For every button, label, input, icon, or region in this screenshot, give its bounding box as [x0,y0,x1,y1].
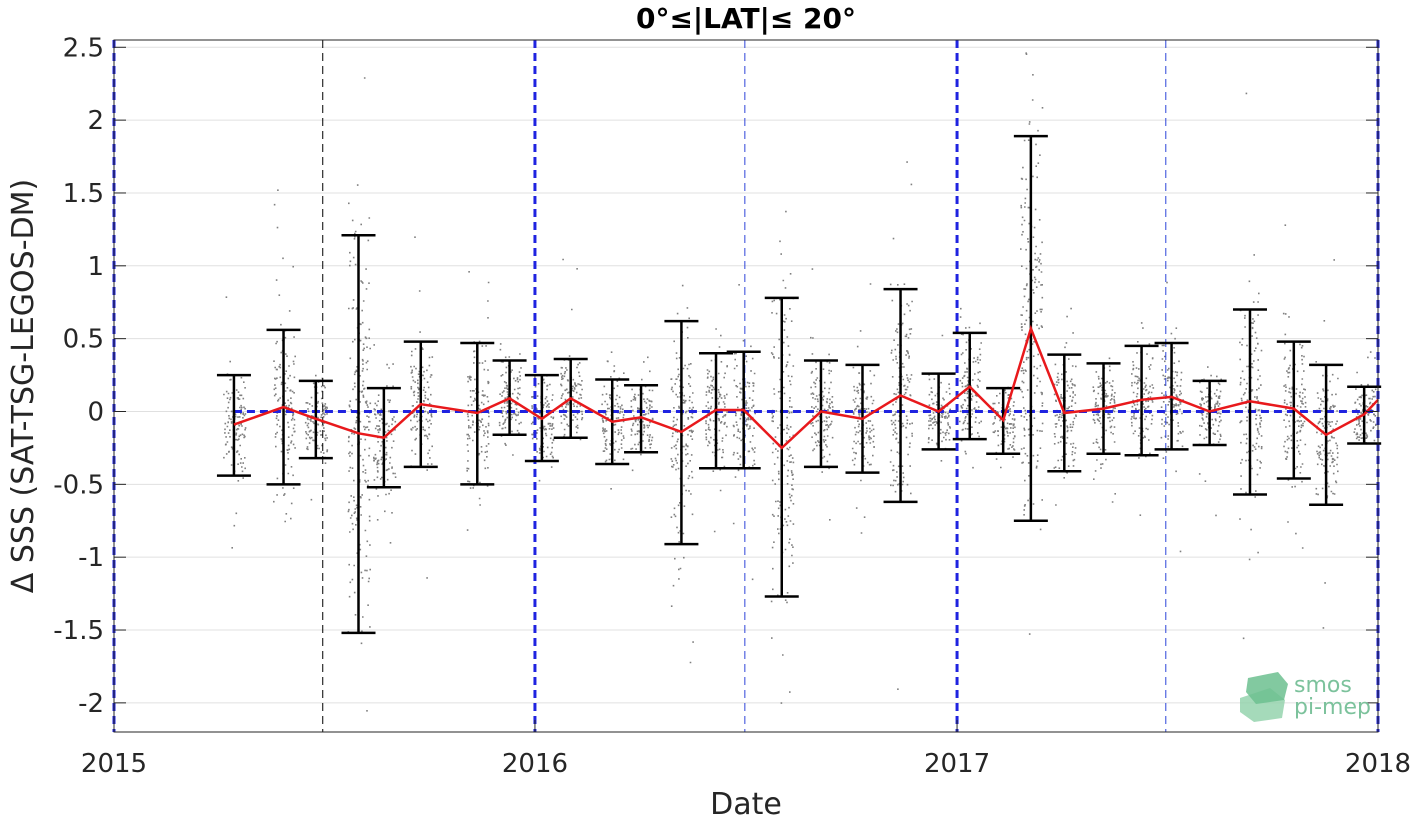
y-tick-label: -2 [78,689,104,719]
y-axis-title: Δ SSS (SAT-TSG-LEGOS-DM) [6,179,41,593]
plot-frame [113,39,1379,733]
error-bars [216,134,1382,635]
y-tick-label: 2 [87,106,104,136]
x-tick-label: 2017 [924,749,990,779]
x-tick-label: 2018 [1345,749,1411,779]
mean-series [233,324,1379,450]
y-tick-label: -1.5 [53,616,104,646]
y-tick-label: 2.5 [63,33,104,63]
logo-text-pimep: pi-mep [1294,695,1371,720]
x-axis-title: Date [710,787,782,818]
y-tick-label: 0 [87,397,104,427]
grid [114,46,1378,704]
error-bar [803,359,838,469]
logo-text-smos: smos [1294,673,1352,698]
y-tick-label: 0.5 [63,325,104,355]
axes: 2.5 2 1.5 1 0.5 0 -0.5 -1 -1.5 -2 2015 2016 2017 2018 [53,33,1411,779]
error-bar [624,384,659,454]
y-tick-label: -0.5 [53,470,104,500]
x-tick-label: 2015 [81,749,147,779]
y-tick-label: -1 [78,543,104,573]
error-bar [1192,379,1227,447]
x-tick-label: 2016 [502,749,568,779]
y-tick-label: 1.5 [63,179,104,209]
mean-line [233,324,1379,450]
chart-title: 0°≤|LAT|≤ 20° [636,2,856,35]
error-bar [216,373,251,477]
smos-pimep-logo: smos pi-mep [1240,672,1371,722]
y-tick-label: 1 [87,252,104,282]
